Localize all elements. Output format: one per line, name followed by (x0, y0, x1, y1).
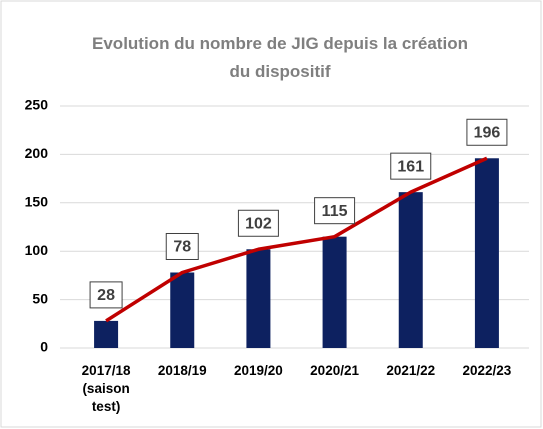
bar (322, 236, 347, 348)
data-label: 102 (245, 215, 272, 232)
data-label-box (165, 232, 199, 260)
line (105, 156, 488, 323)
x-tick-label: 2020/21 (310, 363, 359, 378)
bar (170, 272, 195, 348)
data-label: 161 (397, 158, 424, 175)
x-tick-label: 2017/18 (saison test) (81, 363, 131, 414)
y-tick-label: 50 (32, 290, 48, 306)
bar (94, 320, 119, 348)
data-label: 196 (474, 124, 501, 141)
x-tick-label: 2022/23 (462, 363, 512, 378)
x-tick-label: 2019/20 (234, 363, 283, 378)
y-tick-label: 150 (25, 194, 49, 210)
x-tick-label: 2021/22 (386, 363, 436, 378)
y-tick-label: 0 (40, 339, 48, 355)
data-label-box (466, 118, 508, 146)
data-label-box (390, 152, 432, 180)
bar (398, 192, 423, 348)
x-tick-label: 2018/19 (157, 363, 207, 378)
bar (246, 249, 271, 348)
data-label-box (237, 209, 279, 237)
y-tick-label: 250 (25, 97, 49, 113)
bar (474, 158, 499, 348)
data-label: 115 (322, 203, 348, 220)
y-tick-label: 200 (25, 145, 49, 161)
y-tick-label: 100 (25, 242, 49, 258)
data-label: 28 (97, 287, 115, 304)
data-label: 78 (173, 239, 191, 256)
chart-title: Evolution du nombre de JIG depuis la cré… (92, 34, 468, 81)
data-label-box (314, 197, 356, 225)
data-label-box (89, 281, 123, 309)
